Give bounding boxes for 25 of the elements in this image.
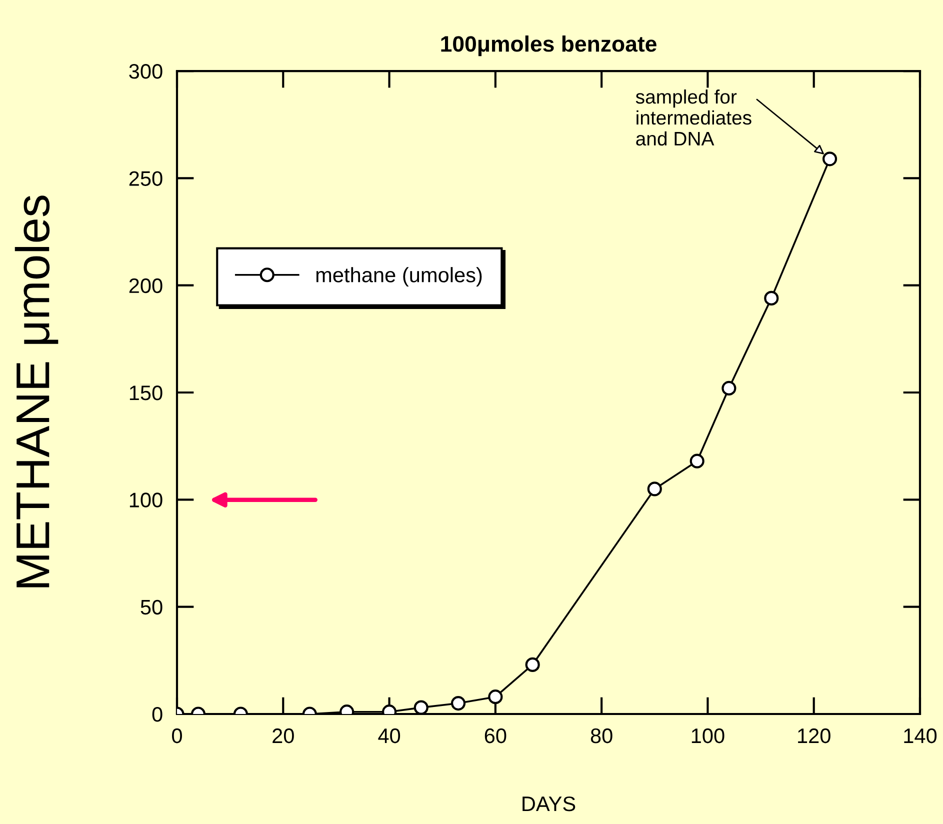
y-axis-title: METHANE μmoles [14, 196, 58, 588]
y-tick-label: 50 [140, 600, 162, 615]
x-tick-label: 100 [692, 728, 724, 744]
point [690, 454, 704, 468]
y-tick-label: 100 [130, 492, 162, 508]
y-tick-label: 250 [129, 171, 162, 186]
point [722, 380, 736, 396]
y-tick-label: 150 [130, 386, 162, 400]
point [822, 152, 838, 166]
x-tick-label: 20 [272, 728, 294, 744]
annotation: sampled for intermediates and DNA [636, 89, 752, 146]
chart-title: 100μmoles benzoate [441, 35, 656, 56]
point [647, 482, 662, 496]
x-tick-label: 120 [798, 728, 830, 744]
legend-label: methane (umoles) [316, 267, 482, 286]
y-tick-label: 0 [152, 706, 162, 722]
y-tick-label: 200 [129, 278, 162, 294]
point [764, 290, 779, 306]
x-tick-label: 80 [590, 728, 612, 744]
y-tick-label: 300 [129, 64, 162, 79]
x-tick-label: 40 [378, 728, 400, 744]
x-axis-title: DAYS [522, 796, 576, 812]
x-tick-label: 0 [172, 728, 182, 744]
x-tick-label: 60 [484, 728, 506, 744]
x-tick-label: 140 [904, 728, 937, 744]
